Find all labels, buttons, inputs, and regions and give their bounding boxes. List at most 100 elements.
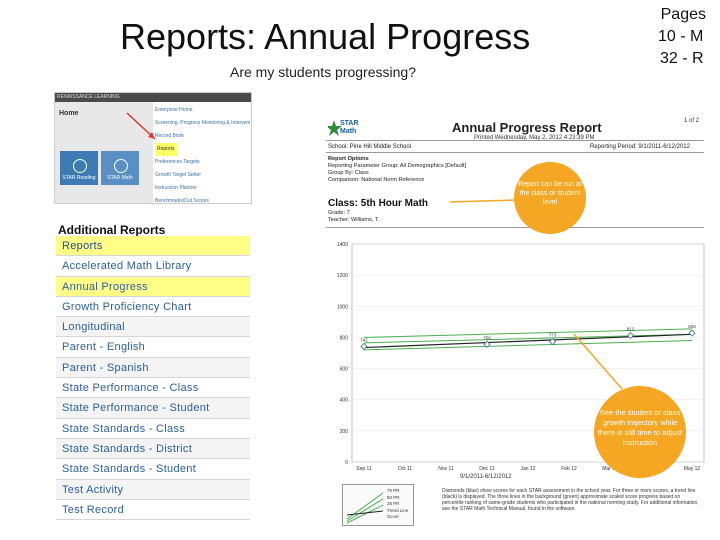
report-link[interactable]: Growth Proficiency Chart <box>56 296 250 318</box>
teacher: Teacher: Williams, T. <box>328 217 380 223</box>
x-tick-label: Jan 12 <box>520 466 535 472</box>
y-tick-label: 1000 <box>337 304 348 310</box>
callout-growth-trajectory: See the student or class growth trajecto… <box>594 386 686 478</box>
report-link[interactable]: State Performance - Class <box>56 378 250 399</box>
report-title: Annual Progress Report <box>452 120 602 135</box>
x-tick-label: Feb 12 <box>561 466 577 472</box>
legend-item: Trend Line <box>387 507 409 513</box>
tile-label: STAR Math <box>107 175 133 181</box>
percentile-band-line <box>363 328 693 338</box>
callout-pointer-icon <box>449 199 623 390</box>
percentile-band-line <box>363 340 693 351</box>
menu-item[interactable]: Benchmarks/Cut Scores <box>155 198 209 204</box>
report-page-number: 1 of 2 <box>684 118 700 124</box>
y-tick-label: 1200 <box>337 273 348 279</box>
slide-title: Reports: Annual Progress <box>120 16 531 57</box>
home-link[interactable]: Home <box>59 110 79 117</box>
divider <box>326 152 704 153</box>
percentile-band-line <box>363 333 693 344</box>
callout-class-level: Report can be run at the class or studen… <box>514 162 586 234</box>
x-tick-label: May 12 <box>684 466 701 472</box>
legend-item: 25 PR <box>387 501 400 506</box>
legend-item: 50 PR <box>387 494 400 500</box>
trend-line <box>363 333 693 349</box>
report-logo-text: STAR Math <box>340 120 359 135</box>
report-link-reports[interactable]: Reports <box>56 236 250 257</box>
score-diamond <box>483 340 491 348</box>
chart-bands <box>363 328 693 351</box>
menu-item[interactable]: Screening, Progress Monitoring & Interve… <box>155 120 250 126</box>
report-link[interactable]: State Standards - Student <box>56 459 250 480</box>
score-diamond <box>549 338 557 346</box>
report-link[interactable]: State Standards - District <box>56 438 250 460</box>
menu-item[interactable]: Enterprise Home <box>155 107 193 113</box>
report-link[interactable]: State Standards - Class <box>56 418 250 439</box>
score-label: 756 <box>483 335 491 340</box>
legend-description: Diamonds (blue) show scores for each STA… <box>442 488 699 512</box>
star-math-tile[interactable]: STAR Math <box>101 151 139 185</box>
score-diamond <box>360 342 368 351</box>
score-diamond <box>626 331 635 340</box>
date-range: 9/1/2011-6/12/2012 <box>460 474 512 480</box>
score-diamond <box>688 329 696 337</box>
report-link[interactable]: Parent - English <box>56 337 250 358</box>
option-line: Reporting Parameter Group: All Demograph… <box>328 163 467 169</box>
score-label: 828 <box>688 324 696 329</box>
star-math-logo <box>328 120 342 136</box>
score-label: 812 <box>627 327 635 332</box>
pages-line2: 10 - M <box>658 28 704 45</box>
y-tick-label: 1400 <box>337 242 348 248</box>
divider <box>326 140 704 141</box>
option-line: Group By: Class <box>328 170 369 176</box>
report-link[interactable]: Test Activity <box>56 479 250 500</box>
x-tick-label: Nov 11 <box>438 466 454 472</box>
menu-item[interactable]: Instruction Planner <box>155 185 197 191</box>
additional-reports-list: Reports Accelerated Math Library Annual … <box>56 236 250 521</box>
report-link[interactable]: Longitudinal <box>56 317 250 338</box>
report-link[interactable]: Parent - Spanish <box>56 357 250 379</box>
menu-item[interactable]: Preferences Targets <box>155 159 200 165</box>
x-tick-label: Mar 12 <box>602 466 618 472</box>
report-link[interactable]: State Performance - Student <box>56 398 250 419</box>
score-label: 742 <box>360 337 368 342</box>
annual-progress-report: STAR Math Annual Progress Report Printed… <box>322 114 708 534</box>
tile-label: STAR Reading <box>62 175 96 181</box>
grade: Grade: 7 <box>328 210 350 216</box>
software-screenshot: RENAISSANCE LEARNING Home STAR Reading S… <box>54 92 252 204</box>
menu-item[interactable]: Growth Target Setter <box>155 172 202 178</box>
option-line: Comparison: National Norm Reference <box>328 177 425 183</box>
slide-subtitle: Are my students progressing? <box>230 64 416 80</box>
star-reading-icon <box>73 159 87 173</box>
pages-line1: Pages <box>660 6 706 23</box>
class-title: Class: 5th Hour Math <box>328 198 429 209</box>
x-tick-label: Sep 11 <box>356 466 372 472</box>
y-tick-label: 0 <box>345 460 348 466</box>
score-label: 773 <box>549 333 557 338</box>
legend-item: Score <box>387 514 399 519</box>
star-math-icon <box>114 159 128 173</box>
report-link-annual-progress[interactable]: Annual Progress <box>56 276 250 297</box>
menu-item[interactable]: Record Book <box>155 133 184 139</box>
report-school: School: Pine Hill Middle School <box>328 144 412 150</box>
chart-legend: 75 PR 50 PR 25 PR Trend Line Score <box>342 484 414 526</box>
divider <box>326 227 704 228</box>
y-tick-label: 400 <box>340 398 349 404</box>
legend-item: 75 PR <box>387 488 400 493</box>
report-printed-date: Printed Wednesday, May 2, 2012 4:23:39 P… <box>474 135 595 141</box>
pages-line3: 32 - R <box>660 50 704 67</box>
menu-item-reports[interactable]: Reports <box>155 143 177 156</box>
report-options: Report Options Reporting Parameter Group… <box>328 156 466 184</box>
additional-reports-title: Additional Reports <box>58 223 166 237</box>
report-link[interactable]: Accelerated Math Library <box>56 256 250 277</box>
pages-note: Pages 10 - M 32 - R <box>650 4 720 70</box>
report-link[interactable]: Test Record <box>56 499 250 521</box>
options-heading: Report Options <box>328 156 369 162</box>
y-tick-label: 800 <box>340 335 349 341</box>
brand-bar: RENAISSANCE LEARNING <box>55 93 251 102</box>
chart-trend <box>363 333 693 349</box>
report-period: Reporting Period: 9/1/2011-6/12/2012 <box>590 144 690 150</box>
star-reading-tile[interactable]: STAR Reading <box>60 151 98 185</box>
pointer-arrow-icon <box>126 112 156 140</box>
chart-points: 742 756 773 812 828 <box>360 324 696 351</box>
y-tick-label: 200 <box>340 429 349 435</box>
